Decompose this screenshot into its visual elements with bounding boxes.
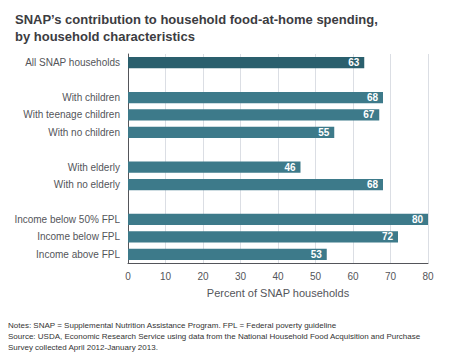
svg-text:Income below 50% FPL: Income below 50% FPL xyxy=(14,214,120,225)
svg-text:SNAP’s contribution to househo: SNAP’s contribution to household food-at… xyxy=(15,12,378,27)
svg-text:70: 70 xyxy=(385,271,397,282)
svg-text:46: 46 xyxy=(284,162,296,173)
svg-text:Income below FPL: Income below FPL xyxy=(37,231,120,242)
svg-text:50: 50 xyxy=(310,271,322,282)
svg-text:63: 63 xyxy=(348,57,360,68)
svg-text:67: 67 xyxy=(363,109,375,120)
svg-text:Source: USDA, Economic Researc: Source: USDA, Economic Research Service … xyxy=(8,332,421,341)
svg-text:20: 20 xyxy=(197,271,209,282)
svg-text:68: 68 xyxy=(367,92,379,103)
svg-text:All SNAP households: All SNAP households xyxy=(25,57,120,68)
svg-text:Survey collected April 2012-Ja: Survey collected April 2012-January 2013… xyxy=(8,343,158,352)
svg-text:53: 53 xyxy=(311,249,323,260)
svg-text:30: 30 xyxy=(235,271,247,282)
svg-text:Notes: SNAP = Supplemental Nut: Notes: SNAP = Supplemental Nutrition Ass… xyxy=(8,321,337,330)
svg-text:55: 55 xyxy=(318,127,330,138)
svg-text:by household characteristics: by household characteristics xyxy=(15,29,195,44)
svg-text:With no elderly: With no elderly xyxy=(54,179,120,190)
svg-text:Income above FPL: Income above FPL xyxy=(36,249,120,260)
svg-text:With teenage children: With teenage children xyxy=(23,109,120,120)
svg-text:With children: With children xyxy=(62,92,120,103)
svg-text:68: 68 xyxy=(367,179,379,190)
svg-text:10: 10 xyxy=(160,271,172,282)
svg-text:40: 40 xyxy=(272,271,284,282)
svg-text:80: 80 xyxy=(412,214,424,225)
svg-text:Percent of SNAP households: Percent of SNAP households xyxy=(207,287,350,299)
svg-text:80: 80 xyxy=(422,271,434,282)
svg-text:60: 60 xyxy=(347,271,359,282)
svg-text:With no children: With no children xyxy=(48,127,120,138)
svg-text:72: 72 xyxy=(382,231,394,242)
svg-text:0: 0 xyxy=(125,271,131,282)
svg-text:With elderly: With elderly xyxy=(68,162,120,173)
